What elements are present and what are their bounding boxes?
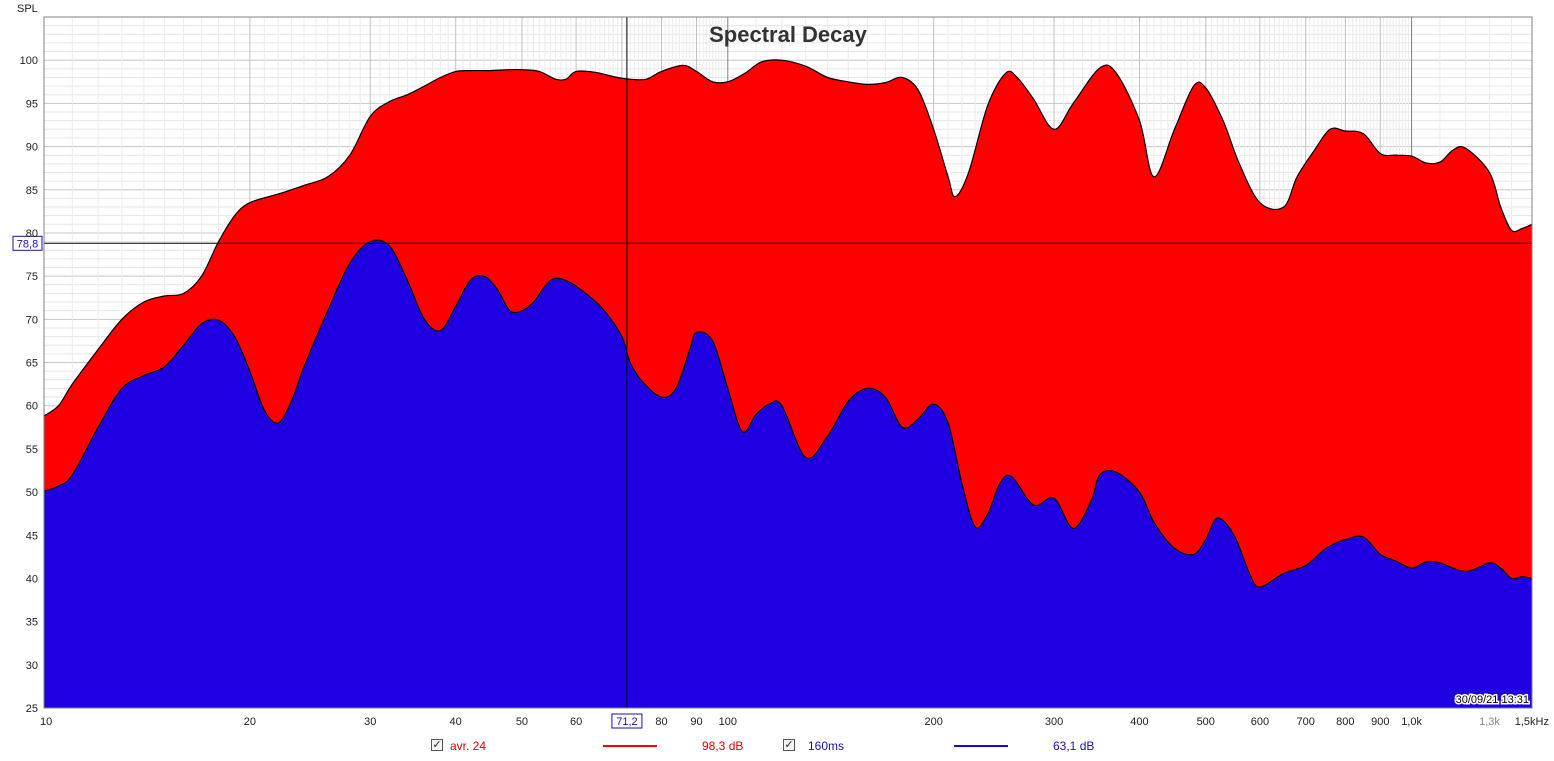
x-tick-label: 1,0k	[1401, 716, 1422, 728]
legend-avr-24-value: 98,3 dB	[702, 739, 744, 753]
y-tick-label: 100	[20, 55, 38, 67]
check-icon: ✓	[432, 739, 442, 751]
axes: 25 30 35 40 45 50 55 60 65 70 75 80 85 90 95 100 10 20 30 4…	[20, 16, 1549, 728]
y-axis-label: SPL	[17, 3, 38, 15]
chart-svg[interactable]: 78,8 71,2 25 30 35 40 45 50 55 60 65 70 75 80 85 90 95 1…	[0, 0, 1554, 730]
y-tick-label: 70	[26, 314, 38, 326]
cursor-y-readout-box	[12, 235, 43, 251]
y-tick-label: 65	[26, 358, 38, 370]
x-tick-label: 400	[1130, 716, 1148, 728]
x-tick-label: 300	[1045, 716, 1063, 728]
legend-avr-24-line	[603, 745, 657, 747]
x-tick-label: 700	[1296, 716, 1314, 728]
y-tick-label: 90	[26, 142, 38, 154]
spectral-decay-chart[interactable]: 78,8 71,2 25 30 35 40 45 50 55 60 65 70 75 80 85 90 95 1…	[0, 0, 1554, 730]
x-tick-label: 1,3k	[1479, 716, 1500, 728]
x-tick-label: 80	[655, 716, 667, 728]
cursor-y-readout: 78,8	[17, 238, 38, 250]
x-tick-label: 20	[244, 716, 256, 728]
x-tick-label: 100	[719, 716, 737, 728]
series-areas	[43, 59, 1533, 709]
y-tick-label: 40	[26, 573, 38, 585]
x-tick-label: 30	[364, 716, 376, 728]
legend-160ms-line	[954, 745, 1008, 747]
y-tick-label: 75	[26, 271, 38, 283]
check-icon: ✓	[784, 739, 794, 751]
series-line-160ms	[43, 239, 1533, 588]
y-tick-label: 35	[26, 617, 38, 629]
cursor-x-readout-box	[611, 713, 643, 729]
x-tick-label: 50	[516, 716, 528, 728]
y-tick-label: 85	[26, 185, 38, 197]
legend-160ms-value: 63,1 dB	[1053, 739, 1095, 753]
legend-avr-24-label: avr. 24	[450, 739, 487, 753]
x-tick-label: 200	[924, 716, 942, 728]
timestamp: 30/09/21 13:31	[1456, 694, 1529, 706]
x-tick-label: 10	[40, 716, 52, 728]
x-tick-label: 900	[1371, 716, 1389, 728]
y-tick-label: 50	[26, 487, 38, 499]
cursor-crosshair[interactable]: 78,8 71,2	[12, 17, 1532, 729]
cursor-x-readout: 71,2	[616, 716, 637, 728]
y-tick-label: 45	[26, 530, 38, 542]
chart-title: Spectral Decay	[709, 22, 868, 47]
series-line-avr-24	[43, 59, 1533, 417]
avr-24-checkbox[interactable]: ✓	[431, 739, 443, 751]
x-tick-label: 90	[690, 716, 702, 728]
y-tick-label: 95	[26, 98, 38, 110]
y-tick-label: 30	[26, 660, 38, 672]
x-tick-label: 600	[1251, 716, 1269, 728]
y-tick-label: 80	[26, 228, 38, 240]
y-tick-label: 55	[26, 444, 38, 456]
x-tick-label: 60	[570, 716, 582, 728]
y-tick-label: 25	[26, 703, 38, 715]
y-tick-label: 60	[26, 401, 38, 413]
legend-160ms-label: 160ms	[808, 739, 845, 753]
160ms-checkbox[interactable]: ✓	[783, 739, 795, 751]
x-tick-label: 40	[450, 716, 462, 728]
x-tick-label: 500	[1197, 716, 1215, 728]
plot-frame	[43, 16, 1533, 709]
series-area-160ms	[44, 239, 1532, 709]
x-tick-label: 1,5kHz	[1515, 716, 1549, 728]
x-tick-label: 800	[1336, 716, 1354, 728]
